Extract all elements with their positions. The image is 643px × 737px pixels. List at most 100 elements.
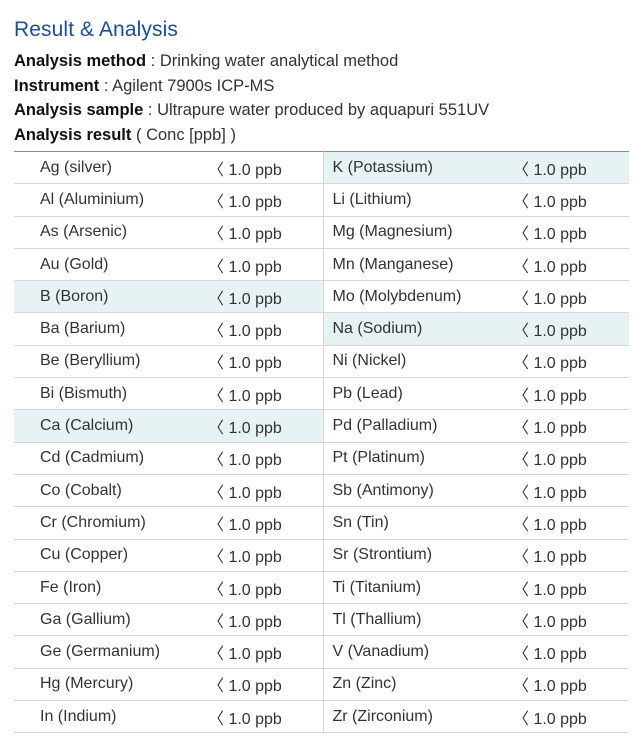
element-name-right: Zn (Zinc) [322, 668, 513, 702]
element-value-left: 〈 1.0 ppb [208, 442, 323, 475]
element-name-right: Pb (Lead) [322, 377, 513, 411]
table-row: Ca (Calcium) 〈 1.0 ppb Pd (Palladium) 〈 1.0… [14, 409, 629, 443]
element-name-right: V (Vanadium) [322, 635, 513, 669]
table-row: Ba (Barium) 〈 1.0 ppb Na (Sodium) 〈 1.0 ppb [14, 312, 629, 346]
element-name-left: Al (Aluminium) [14, 183, 208, 217]
element-name-left: Fe (Iron) [14, 571, 208, 605]
table-row: Cr (Chromium) 〈 1.0 ppb Sn (Tin) 〈 1.0 ppb [14, 506, 629, 540]
element-value-left: 〈 1.0 ppb [208, 183, 323, 217]
analysis-result-line: Analysis result ( Conc [ppb] ) [14, 126, 236, 145]
table-row: Ga (Gallium) 〈 1.0 ppb Tl (Thallium) 〈 1.0 … [14, 603, 629, 637]
element-name-right: Mo (Molybdenum) [322, 280, 513, 314]
element-value-left: 〈 1.0 ppb [208, 571, 323, 605]
element-name-left: In (Indium) [14, 700, 208, 734]
element-value-right: 〈 1.0 ppb [513, 668, 629, 702]
table-row: In (Indium) 〈 1.0 ppb Zr (Zirconium) 〈 1.0 … [14, 700, 629, 734]
element-value-left: 〈 1.0 ppb [208, 539, 323, 572]
results-table-body: Ag (silver) 〈 1.0 ppb K (Potassium) 〈 1.0 p… [14, 151, 629, 734]
instrument-value: Agilent 7900s ICP-MS [112, 77, 275, 95]
element-value-right: 〈 1.0 ppb [513, 474, 629, 508]
analysis-sample-label: Analysis sample [14, 101, 144, 119]
table-row: B (Boron) 〈 1.0 ppb Mo (Molybdenum) 〈 1.0 p… [14, 280, 629, 314]
element-value-right: 〈 1.0 ppb [513, 280, 629, 314]
element-name-left: Ca (Calcium) [14, 409, 208, 443]
table-row: Ag (silver) 〈 1.0 ppb K (Potassium) 〈 1.0 p… [14, 151, 629, 185]
table-row: Hg (Mercury) 〈 1.0 ppb Zn (Zinc) 〈 1.0 ppb [14, 668, 629, 702]
element-name-left: Be (Beryllium) [14, 345, 208, 379]
element-value-right: 〈 1.0 ppb [513, 409, 629, 443]
element-value-left: 〈 1.0 ppb [208, 409, 323, 443]
element-value-right: 〈 1.0 ppb [513, 506, 629, 540]
element-name-right: Pt (Platinum) [322, 442, 513, 475]
element-name-left: As (Arsenic) [14, 216, 208, 249]
table-row: Cd (Cadmium) 〈 1.0 ppb Pt (Platinum) 〈 1.0 … [14, 442, 629, 475]
element-name-left: Bi (Bismuth) [14, 377, 208, 411]
element-value-right: 〈 1.0 ppb [513, 635, 629, 669]
element-name-left: B (Boron) [14, 280, 208, 314]
table-row: Al (Aluminium) 〈 1.0 ppb Li (Lithium) 〈 1.0… [14, 183, 629, 217]
element-value-left: 〈 1.0 ppb [208, 216, 323, 249]
analysis-sample-separator: : [143, 101, 158, 119]
element-name-right: K (Potassium) [322, 151, 513, 185]
table-row: Bi (Bismuth) 〈 1.0 ppb Pb (Lead) 〈 1.0 ppb [14, 377, 629, 411]
element-value-right: 〈 1.0 ppb [513, 312, 629, 346]
element-name-right: Ni (Nickel) [322, 345, 513, 379]
element-value-right: 〈 1.0 ppb [513, 603, 629, 637]
element-value-right: 〈 1.0 ppb [513, 248, 629, 282]
element-name-right: Mn (Manganese) [322, 248, 513, 282]
element-value-left: 〈 1.0 ppb [208, 151, 323, 185]
analysis-sample-line: Analysis sample : Ultrapure water produc… [14, 101, 489, 120]
element-value-left: 〈 1.0 ppb [208, 345, 323, 379]
element-value-right: 〈 1.0 ppb [513, 539, 629, 572]
analysis-method-line: Analysis method : Drinking water analyti… [14, 52, 398, 71]
analysis-result-value: ( Conc [ppb] ) [135, 126, 236, 144]
table-row: As (Arsenic) 〈 1.0 ppb Mg (Magnesium) 〈 1.0… [14, 216, 629, 249]
element-value-right: 〈 1.0 ppb [513, 345, 629, 379]
element-value-left: 〈 1.0 ppb [208, 474, 323, 508]
element-name-right: Sn (Tin) [322, 506, 513, 540]
element-name-left: Ga (Gallium) [14, 603, 208, 637]
table-row: Fe (Iron) 〈 1.0 ppb Ti (Titanium) 〈 1.0 ppb [14, 571, 629, 605]
analysis-sample-value: Ultrapure water produced by aquapuri 551… [157, 101, 490, 119]
element-name-right: Ti (Titanium) [322, 571, 513, 605]
element-name-right: Na (Sodium) [322, 312, 513, 346]
instrument-label: Instrument [14, 77, 100, 95]
element-name-left: Ge (Germanium) [14, 635, 208, 669]
element-name-right: Zr (Zirconium) [322, 700, 513, 734]
element-name-left: Cd (Cadmium) [14, 442, 208, 475]
element-name-right: Sr (Strontium) [322, 539, 513, 572]
element-value-right: 〈 1.0 ppb [513, 571, 629, 605]
element-value-left: 〈 1.0 ppb [208, 506, 323, 540]
element-name-right: Li (Lithium) [322, 183, 513, 217]
element-name-left: Cr (Chromium) [14, 506, 208, 540]
element-value-left: 〈 1.0 ppb [208, 248, 323, 282]
table-row: Co (Cobalt) 〈 1.0 ppb Sb (Antimony) 〈 1.0 p… [14, 474, 629, 508]
analysis-method-separator: : [146, 52, 160, 70]
element-name-left: Co (Cobalt) [14, 474, 208, 508]
element-name-left: Au (Gold) [14, 248, 208, 282]
element-name-left: Cu (Copper) [14, 539, 208, 572]
element-value-left: 〈 1.0 ppb [208, 635, 323, 669]
table-row: Ge (Germanium) 〈 1.0 ppb V (Vanadium) 〈 1.0… [14, 635, 629, 669]
element-value-right: 〈 1.0 ppb [513, 183, 629, 217]
element-name-left: Ag (silver) [14, 151, 208, 185]
analysis-method-value: Drinking water analytical method [159, 52, 399, 70]
element-name-left: Hg (Mercury) [14, 668, 208, 702]
table-row: Be (Beryllium) 〈 1.0 ppb Ni (Nickel) 〈 1.0 … [14, 345, 629, 379]
element-value-right: 〈 1.0 ppb [513, 377, 629, 411]
element-name-right: Sb (Antimony) [322, 474, 513, 508]
table-row: Cu (Copper) 〈 1.0 ppb Sr (Strontium) 〈 1.0 … [14, 539, 629, 572]
element-value-right: 〈 1.0 ppb [513, 442, 629, 475]
element-name-right: Mg (Magnesium) [322, 216, 513, 249]
element-name-left: Ba (Barium) [14, 312, 208, 346]
instrument-line: Instrument : Agilent 7900s ICP-MS [14, 77, 274, 96]
element-value-left: 〈 1.0 ppb [208, 603, 323, 637]
element-value-left: 〈 1.0 ppb [208, 280, 323, 314]
element-value-right: 〈 1.0 ppb [513, 151, 629, 185]
analysis-method-label: Analysis method [14, 52, 147, 70]
table-row: Au (Gold) 〈 1.0 ppb Mn (Manganese) 〈 1.0 pp… [14, 248, 629, 282]
element-value-right: 〈 1.0 ppb [513, 216, 629, 249]
element-value-left: 〈 1.0 ppb [208, 312, 323, 346]
element-value-left: 〈 1.0 ppb [208, 377, 323, 411]
